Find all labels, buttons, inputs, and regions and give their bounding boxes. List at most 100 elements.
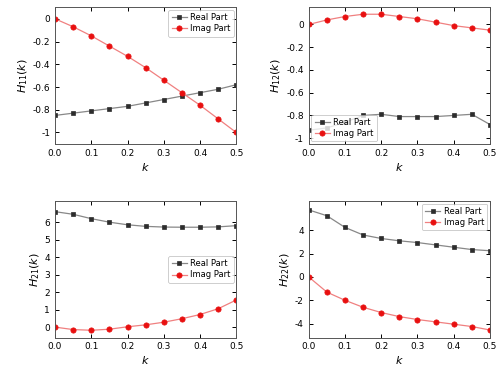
Line: Imag Part: Imag Part	[52, 298, 239, 333]
Y-axis label: $H_{12}(k)$: $H_{12}(k)$	[270, 58, 283, 93]
Imag Part	[487, 328, 493, 332]
Imag Part	[215, 116, 221, 121]
Real Part	[106, 106, 112, 111]
Imag Part	[324, 18, 330, 22]
Real Part	[360, 233, 366, 237]
Y-axis label: $H_{22}(k)$: $H_{22}(k)$	[278, 252, 292, 287]
Real Part	[469, 112, 475, 116]
Real Part	[378, 236, 384, 241]
Imag Part	[487, 28, 493, 32]
Legend: Real Part, Imag Part: Real Part, Imag Part	[168, 10, 234, 37]
Real Part	[432, 114, 438, 119]
Imag Part	[197, 312, 203, 317]
Real Part	[197, 225, 203, 229]
Real Part	[396, 114, 402, 119]
Legend: Real Part, Imag Part: Real Part, Imag Part	[311, 115, 376, 141]
Real Part	[52, 210, 58, 214]
Real Part	[342, 225, 348, 230]
Real Part	[106, 220, 112, 224]
Imag Part	[106, 327, 112, 331]
Imag Part	[360, 12, 366, 16]
Imag Part	[414, 317, 420, 322]
Real Part	[70, 111, 76, 115]
Imag Part	[88, 34, 94, 38]
Imag Part	[161, 78, 167, 82]
Y-axis label: $H_{21}(k)$: $H_{21}(k)$	[28, 252, 42, 287]
Imag Part	[342, 14, 348, 19]
Real Part	[142, 101, 148, 105]
Imag Part	[450, 23, 456, 28]
Real Part	[378, 112, 384, 116]
X-axis label: $k$: $k$	[141, 161, 150, 173]
Line: Real Part: Real Part	[306, 112, 492, 133]
Real Part	[124, 104, 130, 109]
Imag Part	[124, 54, 130, 59]
Imag Part	[432, 320, 438, 324]
Imag Part	[215, 306, 221, 311]
Imag Part	[360, 305, 366, 309]
Line: Real Part: Real Part	[306, 207, 492, 253]
Real Part	[414, 114, 420, 119]
Real Part	[414, 240, 420, 245]
Real Part	[197, 91, 203, 95]
X-axis label: $k$: $k$	[395, 354, 404, 366]
Imag Part	[179, 316, 185, 321]
Imag Part	[124, 325, 130, 329]
Real Part	[469, 247, 475, 252]
Real Part	[161, 225, 167, 229]
Imag Part	[306, 22, 312, 27]
Imag Part	[450, 322, 456, 326]
Real Part	[233, 223, 239, 228]
Imag Part	[197, 103, 203, 108]
Real Part	[88, 109, 94, 113]
Real Part	[487, 249, 493, 253]
Real Part	[233, 82, 239, 87]
Imag Part	[414, 17, 420, 21]
Imag Part	[306, 275, 312, 279]
Line: Real Part: Real Part	[52, 82, 238, 118]
Imag Part	[378, 12, 384, 16]
Imag Part	[324, 290, 330, 294]
Imag Part	[179, 91, 185, 95]
Real Part	[142, 224, 148, 229]
Imag Part	[142, 323, 148, 327]
Real Part	[306, 208, 312, 212]
Real Part	[487, 122, 493, 127]
Real Part	[324, 214, 330, 218]
Line: Real Part: Real Part	[52, 209, 238, 230]
Imag Part	[70, 327, 76, 332]
Real Part	[179, 94, 185, 98]
Real Part	[342, 120, 348, 125]
Imag Part	[52, 325, 58, 329]
Line: Imag Part: Imag Part	[52, 16, 239, 135]
Real Part	[450, 245, 456, 249]
Imag Part	[469, 26, 475, 30]
Imag Part	[396, 314, 402, 319]
Imag Part	[161, 320, 167, 325]
Real Part	[179, 225, 185, 229]
Imag Part	[233, 130, 239, 135]
Y-axis label: $H_{11}(k)$: $H_{11}(k)$	[16, 58, 30, 93]
Real Part	[360, 113, 366, 118]
Imag Part	[88, 328, 94, 332]
Imag Part	[342, 298, 348, 302]
Imag Part	[52, 17, 58, 21]
Real Part	[324, 126, 330, 130]
Real Part	[306, 128, 312, 132]
Real Part	[70, 212, 76, 217]
Legend: Real Part, Imag Part: Real Part, Imag Part	[168, 256, 234, 283]
Real Part	[124, 223, 130, 227]
Real Part	[52, 113, 58, 118]
Real Part	[432, 243, 438, 247]
Real Part	[215, 87, 221, 92]
Imag Part	[70, 24, 76, 29]
Legend: Real Part, Imag Part: Real Part, Imag Part	[422, 204, 488, 230]
Real Part	[450, 113, 456, 118]
Real Part	[88, 216, 94, 221]
Imag Part	[233, 298, 239, 302]
X-axis label: $k$: $k$	[141, 354, 150, 366]
Real Part	[215, 225, 221, 229]
Real Part	[396, 239, 402, 243]
Imag Part	[378, 310, 384, 315]
Line: Imag Part: Imag Part	[306, 274, 492, 333]
